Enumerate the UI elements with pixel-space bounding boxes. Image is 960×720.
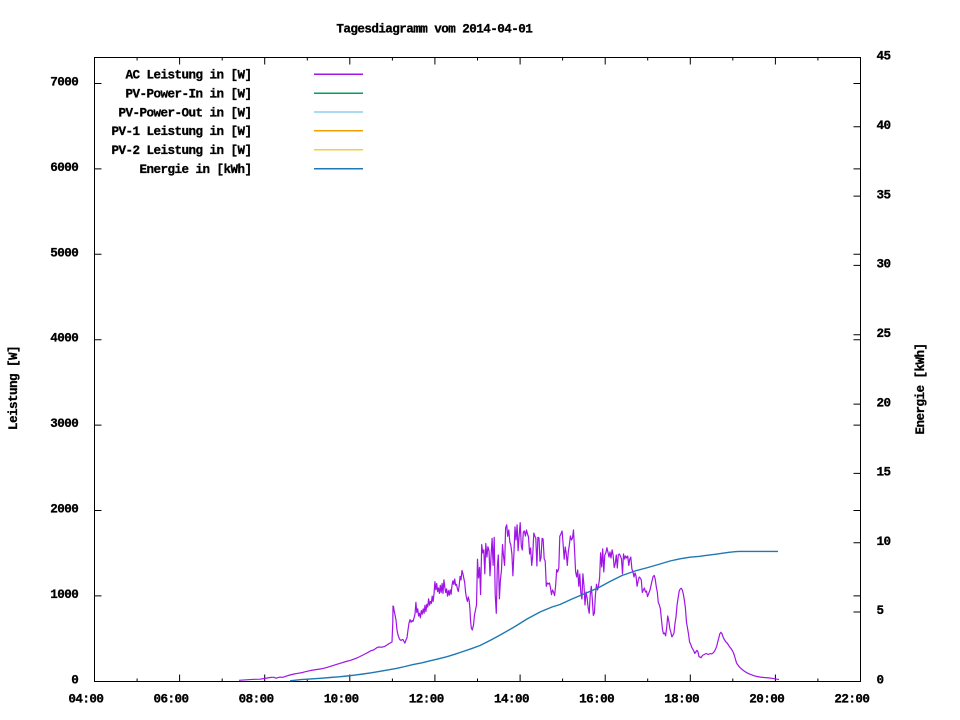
svg-text:20: 20: [877, 396, 891, 410]
svg-text:PV-Power-Out in [W]: PV-Power-Out in [W]: [119, 106, 252, 120]
svg-text:06:00: 06:00: [154, 693, 189, 707]
svg-text:20:00: 20:00: [749, 693, 784, 707]
svg-text:08:00: 08:00: [239, 693, 274, 707]
svg-text:5: 5: [877, 604, 884, 618]
svg-text:PV-1 Leistung in [W]: PV-1 Leistung in [W]: [112, 125, 252, 139]
svg-text:0: 0: [71, 673, 78, 687]
svg-text:5000: 5000: [50, 246, 78, 260]
svg-text:AC Leistung in [W]: AC Leistung in [W]: [126, 69, 252, 83]
svg-text:7000: 7000: [50, 76, 78, 90]
svg-text:4000: 4000: [50, 332, 78, 346]
svg-text:40: 40: [877, 119, 891, 133]
svg-text:PV-Power-In in [W]: PV-Power-In in [W]: [126, 87, 252, 101]
svg-text:45: 45: [877, 50, 891, 64]
svg-text:3000: 3000: [50, 417, 78, 431]
svg-text:6000: 6000: [50, 161, 78, 175]
svg-text:22:00: 22:00: [834, 693, 869, 707]
svg-text:14:00: 14:00: [494, 693, 529, 707]
svg-text:16:00: 16:00: [579, 693, 614, 707]
svg-text:Tagesdiagramm vom 2014-04-01: Tagesdiagramm vom 2014-04-01: [336, 23, 533, 37]
svg-text:2000: 2000: [50, 503, 78, 517]
svg-text:0: 0: [877, 674, 884, 688]
svg-text:10: 10: [877, 535, 891, 549]
svg-text:Energie [kWh]: Energie [kWh]: [914, 344, 928, 435]
svg-text:10:00: 10:00: [324, 693, 359, 707]
svg-text:1000: 1000: [50, 588, 78, 602]
svg-text:PV-2 Leistung in [W]: PV-2 Leistung in [W]: [112, 144, 252, 158]
svg-text:Energie in [kWh]: Energie in [kWh]: [140, 163, 252, 177]
svg-text:18:00: 18:00: [664, 693, 699, 707]
svg-text:25: 25: [877, 327, 891, 341]
svg-text:12:00: 12:00: [409, 693, 444, 707]
svg-text:15: 15: [877, 466, 891, 480]
svg-text:Leistung [W]: Leistung [W]: [7, 346, 21, 430]
svg-text:35: 35: [877, 188, 891, 202]
svg-text:04:00: 04:00: [68, 693, 103, 707]
svg-text:30: 30: [877, 258, 891, 272]
